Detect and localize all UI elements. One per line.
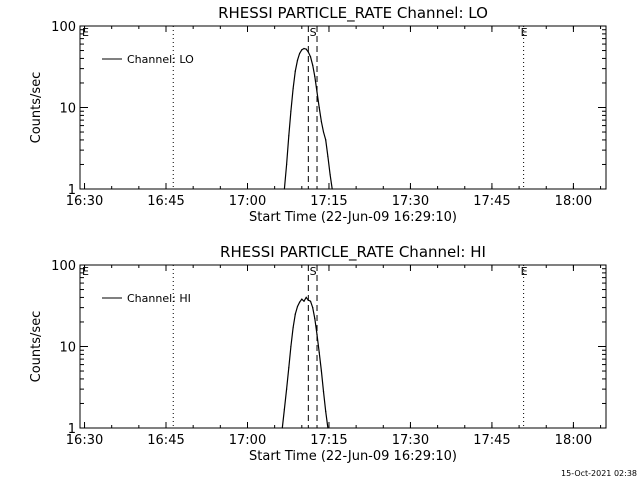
x-tick-label: 16:30 (66, 194, 103, 209)
flag-label: S (310, 265, 317, 278)
data-point (292, 88, 294, 90)
x-tick-label: 17:45 (473, 194, 510, 209)
y-tick-label: 10 (59, 341, 76, 356)
data-point (305, 48, 307, 50)
y-tick-label: 1 (68, 183, 76, 198)
x-tick-label: 16:30 (66, 433, 103, 448)
legend-entry: Channel: HI (127, 292, 191, 305)
data-point (329, 174, 331, 176)
data-point (288, 135, 290, 137)
chart-title: RHESSI PARTICLE_RATE Channel: LO (218, 4, 488, 23)
data-point (303, 47, 305, 50)
data-point (294, 70, 296, 72)
y-tick-label: 100 (51, 20, 76, 35)
x-axis-label: Start Time (22-Jun-09 16:29:10) (249, 210, 457, 225)
data-point (316, 91, 318, 93)
y-axis-label: Counts/sec (29, 311, 44, 383)
data-point (301, 298, 303, 300)
data-point (303, 300, 305, 302)
y-tick-label: 100 (51, 259, 76, 274)
y-axis-label: Counts/sec (29, 72, 44, 144)
data-point (301, 49, 303, 51)
data-point (290, 345, 292, 348)
data-point (320, 121, 322, 123)
x-tick-label: 17:30 (392, 433, 429, 448)
data-point (325, 410, 327, 412)
y-tick-label: 1 (68, 422, 76, 437)
data-point (309, 300, 312, 302)
data-point (305, 296, 307, 298)
flag-label: E (521, 265, 528, 278)
data-point (288, 367, 290, 369)
x-tick-label: 17:45 (473, 433, 510, 448)
data-point (309, 56, 312, 58)
x-tick-label: 16:45 (147, 194, 184, 209)
plot-frame (79, 25, 607, 190)
data-point (286, 163, 288, 166)
data-point (318, 351, 320, 353)
x-tick-label: 16:45 (147, 433, 184, 448)
data-point (286, 388, 288, 390)
hi-channel-panel: RHESSI PARTICLE_RATE Channel: HI 16:30 16:… (29, 243, 607, 464)
data-point (320, 370, 322, 372)
x-tick-label: 17:30 (392, 194, 429, 209)
legend-entry: Channel: LO (127, 53, 194, 66)
x-tick-label: 18:00 (555, 433, 592, 448)
data-point (294, 313, 296, 315)
data-point (316, 334, 318, 336)
data-point (292, 327, 294, 329)
data-point (314, 318, 316, 320)
x-tick-label: 18:00 (555, 194, 592, 209)
flag-label: E (521, 26, 528, 39)
plot-timestamp: 15-Oct-2021 02:38 (561, 469, 637, 478)
x-tick-label: 17:15 (310, 433, 347, 448)
data-point (307, 51, 309, 53)
data-point (312, 64, 314, 66)
flag-label: E (82, 265, 89, 278)
data-point (327, 156, 329, 158)
data-point (290, 110, 292, 112)
data-point (307, 299, 309, 301)
data-point (312, 307, 314, 309)
chart-title: RHESSI PARTICLE_RATE Channel: HI (220, 243, 486, 262)
data-point (296, 59, 299, 61)
y-tick-label: 10 (59, 102, 76, 117)
data-point (314, 75, 316, 78)
x-axis-label: Start Time (22-Jun-09 16:29:10) (249, 449, 457, 464)
data-point (322, 391, 325, 393)
data-point (283, 408, 285, 410)
x-tick-label: 17:00 (229, 433, 266, 448)
flag-label: S (310, 26, 317, 39)
data-point (318, 106, 320, 109)
data-point (281, 427, 283, 429)
lo-channel-panel: RHESSI PARTICLE_RATE Channel: LO 16:30 16:… (29, 4, 607, 225)
data-point (331, 188, 333, 190)
data-point (299, 52, 301, 55)
data-point (296, 305, 299, 308)
data-point (325, 139, 327, 141)
data-point (283, 188, 285, 190)
data-point (327, 427, 329, 429)
plot-frame (79, 264, 607, 429)
data-point (322, 131, 325, 133)
x-tick-label: 17:00 (229, 194, 266, 209)
data-point (299, 301, 301, 303)
series-line (281, 296, 329, 429)
x-tick-label: 17:15 (310, 194, 347, 209)
flag-label: E (82, 26, 89, 39)
